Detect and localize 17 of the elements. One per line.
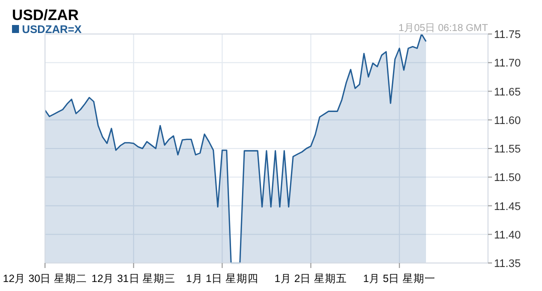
x-tick-label: 12月 30日 星期二 <box>2 273 88 285</box>
y-tick-label: 11.45 <box>494 200 521 213</box>
x-tick-label: 1月 5日 星期一 <box>363 273 436 285</box>
y-tick-label: 11.40 <box>494 229 521 242</box>
y-tick-label: 11.75 <box>494 29 521 41</box>
y-tick-label: 11.50 <box>494 172 521 184</box>
y-tick-label: 11.70 <box>494 58 521 70</box>
y-tick-label: 11.55 <box>494 144 521 156</box>
y-tick-label: 11.60 <box>494 114 521 127</box>
y-tick-label: 11.35 <box>494 258 521 270</box>
x-tick-label: 12月 31日 星期三 <box>92 273 176 285</box>
y-tick-label: 11.65 <box>494 86 521 98</box>
x-tick-label: 1月 1日 星期四 <box>186 273 258 285</box>
chart-title: USD/ZAR <box>12 7 79 24</box>
x-tick-label: 1月 2日 星期五 <box>274 273 348 285</box>
legend: USDZAR=X <box>12 24 82 36</box>
annotation: 1月05日 06:18 GMT <box>398 23 488 34</box>
